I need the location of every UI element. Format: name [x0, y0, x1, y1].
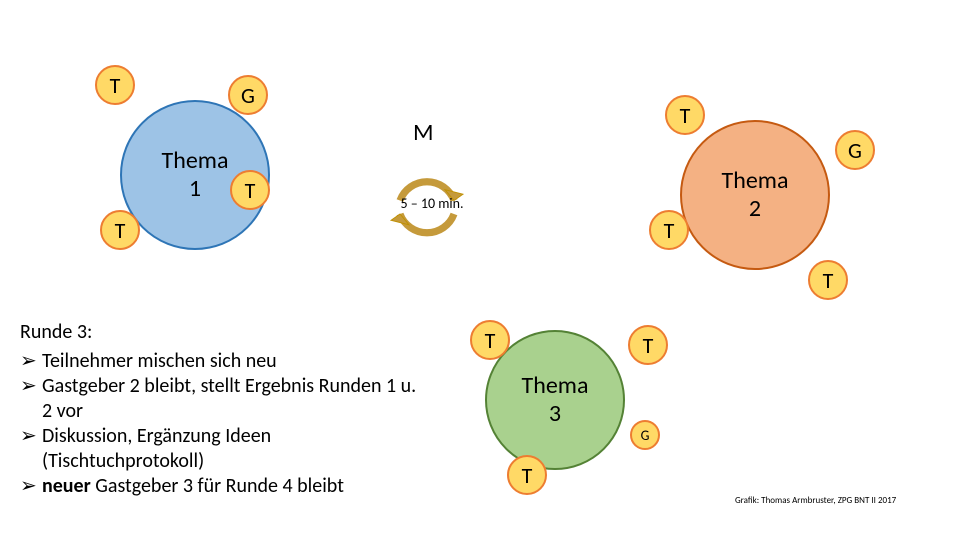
node-t2-t-left: T [649, 210, 689, 250]
node-t2-g: G [835, 130, 875, 170]
node-t3-g: G [630, 420, 660, 450]
round-description: Runde 3: Teilnehmer mischen sich neuGast… [20, 320, 420, 499]
attribution: Grafik: Thomas Armbruster, ZPG BNT II 20… [735, 495, 896, 506]
round-title: Runde 3: [20, 320, 420, 345]
round-bullets: Teilnehmer mischen sich neuGastgeber 2 b… [20, 349, 420, 499]
round-bullet: Gastgeber 2 bleibt, stellt Ergebnis Rund… [42, 374, 420, 424]
rotation-time-label: 5 – 10 min. [382, 195, 482, 212]
node-t3-t-right: T [628, 325, 668, 365]
node-t1-t-bot: T [100, 210, 140, 250]
node-t1-t-right: T [230, 170, 270, 210]
node-t2-t-bot: T [808, 260, 848, 300]
round-bullet: Diskussion, Ergänzung Ideen (Tischtuchpr… [42, 424, 420, 474]
node-t2-t-top: T [665, 95, 705, 135]
round-bullet: Teilnehmer mischen sich neu [42, 349, 420, 374]
rotation-m-label: M [413, 118, 434, 147]
node-t1-t-top: T [95, 65, 135, 105]
node-t3-t-bot: T [507, 455, 547, 495]
node-t3-t-top: T [470, 320, 510, 360]
theme-2-circle: Thema 2 [680, 120, 830, 270]
round-bullet: neuer Gastgeber 3 für Runde 4 bleibt [42, 474, 420, 499]
node-t1-g: G [228, 75, 268, 115]
